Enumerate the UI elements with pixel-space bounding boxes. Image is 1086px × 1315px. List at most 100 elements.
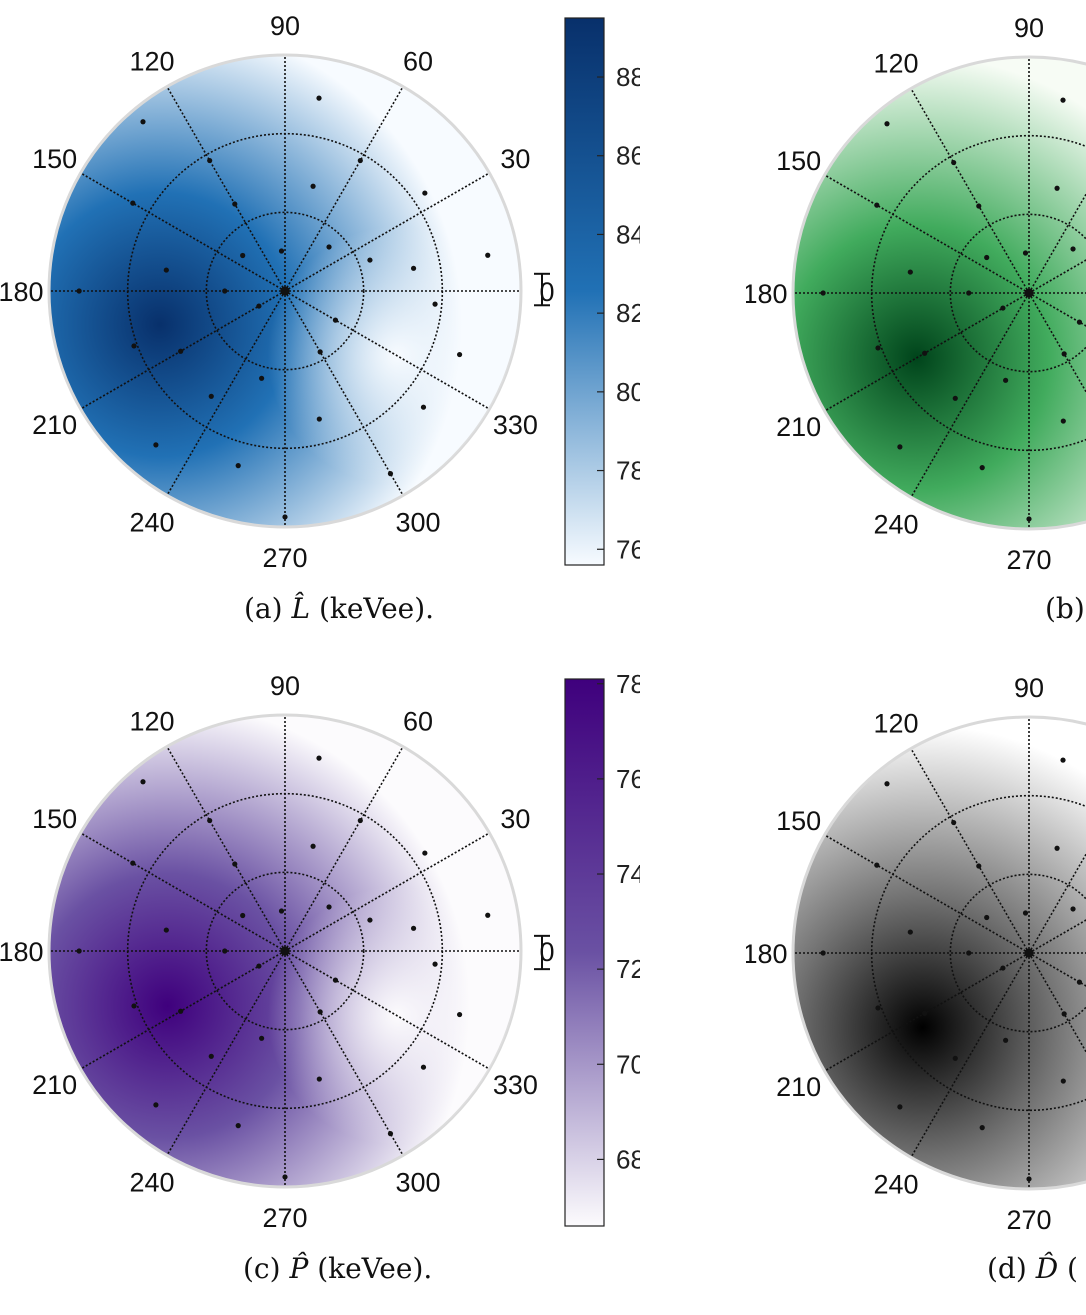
sensor-dot xyxy=(282,514,288,520)
sensor-dot xyxy=(820,290,826,296)
sensor-dot xyxy=(310,843,316,849)
angle-label-270: 270 xyxy=(262,1203,307,1233)
grid-spoke-30 xyxy=(284,832,490,952)
panel-d-polar-map: 90 120 150 180 210 240 270 xyxy=(746,673,1086,1235)
grid-spoke-60 xyxy=(284,86,404,292)
caption-d: (d) D̂ ( xyxy=(987,1252,1078,1285)
center-point xyxy=(280,946,290,956)
sensor-dot xyxy=(131,343,137,349)
sensor-dot xyxy=(207,157,213,164)
angle-label-150: 150 xyxy=(32,804,77,834)
sensor-dot xyxy=(256,963,262,969)
sensor-dot xyxy=(897,1104,903,1110)
sensor-dot xyxy=(278,248,285,254)
angle-label-90: 90 xyxy=(1014,13,1044,43)
angle-label-210: 210 xyxy=(32,410,77,440)
sensor-dot xyxy=(178,1008,184,1014)
caption-a: (a) L̂ (keVee). xyxy=(244,592,435,625)
grid-ring-1 xyxy=(205,211,365,371)
sensor-dot xyxy=(130,860,136,866)
sensor-dot xyxy=(326,904,332,910)
colorbar-tick-label-8400: 8400 xyxy=(616,219,640,249)
colorbar-tick-label-7600: 7600 xyxy=(616,764,640,794)
sensor-dot xyxy=(874,202,880,208)
sensor-dot xyxy=(332,977,339,983)
angle-label-210: 210 xyxy=(32,1070,77,1100)
sensor-dot xyxy=(235,1123,241,1129)
angle-label-210: 210 xyxy=(776,412,821,442)
sensor-dot xyxy=(1054,845,1060,851)
sensor-dot xyxy=(387,471,394,477)
angle-label-180: 180 xyxy=(746,279,788,309)
sensor-dot xyxy=(208,393,214,399)
sensor-dot xyxy=(976,203,982,209)
angle-label-180: 180 xyxy=(746,939,788,969)
sensor-dot xyxy=(1076,319,1083,325)
sensor-dot xyxy=(884,121,890,127)
colorbar-tick-label-8200: 8200 xyxy=(616,298,640,328)
sensor-dot xyxy=(357,817,363,824)
angle-label-120: 120 xyxy=(129,707,174,737)
sensor-dot xyxy=(979,465,985,471)
sensor-dot xyxy=(282,1174,288,1180)
angle-label-150: 150 xyxy=(32,144,77,174)
sensor-dot xyxy=(1060,1078,1066,1084)
angle-label-180: 180 xyxy=(0,277,44,307)
sensor-dot xyxy=(153,1102,159,1108)
colorbar-tick-label-7800: 7800 xyxy=(616,456,640,486)
sensor-dot xyxy=(222,948,228,954)
sensor-dot xyxy=(76,288,82,294)
sensor-dot xyxy=(1000,965,1006,971)
sensor-dot xyxy=(387,1131,394,1137)
sensor-dot xyxy=(1022,910,1029,916)
angle-label-120: 120 xyxy=(129,47,174,77)
sensor-dot xyxy=(131,1003,137,1009)
sensor-dot xyxy=(485,252,491,258)
sensor-dot xyxy=(1076,979,1083,985)
sensor-dot xyxy=(976,863,982,869)
sensor-dot xyxy=(1022,250,1029,256)
sensor-dot xyxy=(76,948,82,954)
sensor-dot xyxy=(456,1011,463,1018)
sensor-dot xyxy=(432,301,438,307)
colorbar-tick-label-8000: 8000 xyxy=(616,377,640,407)
sensor-dot xyxy=(456,351,463,358)
sensor-dot xyxy=(317,349,323,355)
sensor-dot xyxy=(884,781,890,787)
angle-label-120: 120 xyxy=(873,709,918,739)
sensor-dot xyxy=(1060,757,1066,763)
sensor-dot xyxy=(1003,1037,1009,1043)
grid-spoke-120 xyxy=(166,746,286,952)
sensor-dot xyxy=(207,817,213,824)
grid-spoke-120 xyxy=(166,86,286,292)
sensor-dot xyxy=(332,317,339,323)
grid-spoke-330 xyxy=(284,290,490,410)
sensor-dot xyxy=(820,950,826,956)
sensor-dot xyxy=(897,444,903,450)
sensor-dot xyxy=(1060,97,1066,103)
sensor-dot xyxy=(1061,1011,1067,1017)
sensor-dot xyxy=(178,348,184,354)
sensor-dot xyxy=(278,908,285,914)
sensor-dot xyxy=(208,1053,214,1059)
grid-spoke-300 xyxy=(284,290,404,496)
sensor-dot xyxy=(979,1125,985,1131)
panel-b-polar-map: 90 120 150 180 210 240 270 xyxy=(746,13,1086,575)
sensor-dot xyxy=(316,1076,322,1082)
sensor-dot xyxy=(922,350,928,356)
grid-spoke-150 xyxy=(824,834,1030,954)
angle-label-330: 330 xyxy=(493,410,538,440)
colorbar-tick-label-7400: 7400 xyxy=(616,859,640,889)
angle-label-60: 60 xyxy=(403,47,433,77)
sensor-dot xyxy=(1000,305,1006,311)
grid-spoke-60 xyxy=(284,746,404,952)
sensor-dot xyxy=(240,252,246,259)
colorbar-tick-label-8600: 8600 xyxy=(616,141,640,171)
caption-c: (c) P̂ (keVee). xyxy=(243,1252,433,1285)
angle-label-270: 270 xyxy=(262,543,307,573)
sensor-dot xyxy=(140,779,146,785)
center-point xyxy=(280,286,290,296)
sensor-dot xyxy=(317,1009,323,1015)
sensor-dot xyxy=(422,190,428,196)
sensor-dot xyxy=(875,345,881,351)
